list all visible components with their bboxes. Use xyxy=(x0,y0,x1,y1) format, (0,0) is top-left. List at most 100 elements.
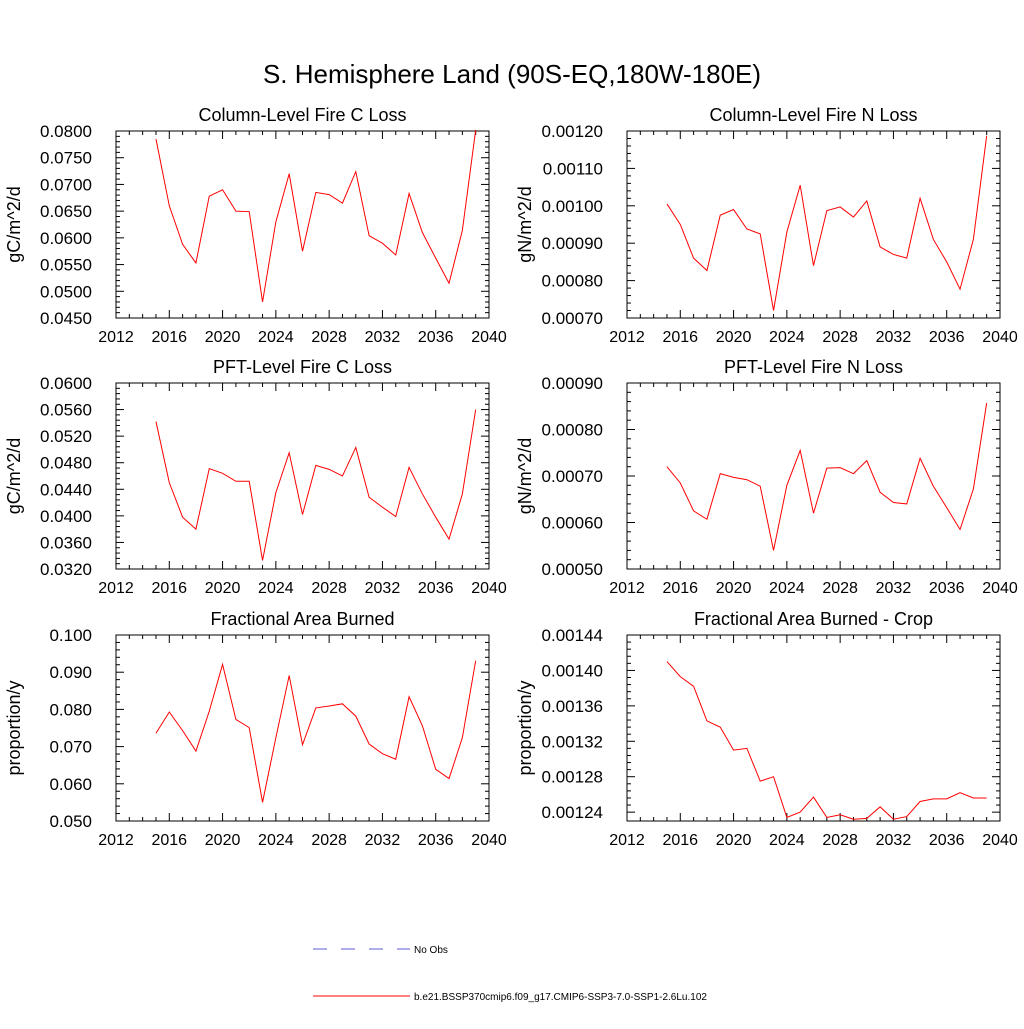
y-tick-label: 0.090 xyxy=(49,663,92,682)
x-tick-label: 2024 xyxy=(258,832,294,849)
x-tick-label: 2036 xyxy=(929,580,965,597)
y-tick-label: 0.00100 xyxy=(542,197,603,216)
x-tick-label: 2012 xyxy=(609,832,645,849)
y-axis-label: gN/m^2/d xyxy=(515,186,535,262)
y-axis-label: proportion/y xyxy=(4,680,24,775)
panel-title: Column-Level Fire N Loss xyxy=(709,105,917,125)
y-tick-label: 0.080 xyxy=(49,700,92,719)
chart-panel-1: Column-Level Fire C Loss 2012 2016 2020 2024… xyxy=(4,105,507,346)
x-tick-label: 2040 xyxy=(982,329,1018,346)
y-tick-label: 0.00110 xyxy=(543,159,603,178)
y-tick-label: 0.00140 xyxy=(542,661,603,680)
plot-frame xyxy=(626,634,1001,822)
x-tick-label: 2012 xyxy=(98,580,134,597)
y-tick-label: 0.0360 xyxy=(40,533,92,552)
figure-title: S. Hemisphere Land (90S-EQ,180W-180E) xyxy=(263,59,761,89)
x-tick-label: 2028 xyxy=(822,329,858,346)
x-tick-label: 2016 xyxy=(662,329,698,346)
x-tick-label: 2032 xyxy=(876,580,912,597)
panel-title: Column-Level Fire C Loss xyxy=(198,105,406,125)
x-tick-label: 2012 xyxy=(609,329,645,346)
data-series-line xyxy=(155,660,477,803)
y-tick-label: 0.00070 xyxy=(542,309,603,328)
x-tick-label: 2032 xyxy=(876,832,912,849)
y-axis-label: proportion/y xyxy=(515,680,535,775)
y-tick-label: 0.100 xyxy=(49,626,92,645)
y-tick-label: 0.0480 xyxy=(40,454,92,473)
y-tick-label: 0.0800 xyxy=(40,122,92,141)
x-tick-label: 2020 xyxy=(716,580,752,597)
x-tick-label: 2036 xyxy=(418,329,454,346)
plot-frame xyxy=(115,382,490,570)
x-tick-label: 2028 xyxy=(311,580,347,597)
x-tick-label: 2016 xyxy=(151,832,187,849)
chart-panel-3: PFT-Level Fire C Loss 2012 2016 2020 2024 202… xyxy=(4,357,507,597)
x-tick-label: 2016 xyxy=(151,329,187,346)
y-tick-label: 0.00132 xyxy=(542,732,603,751)
y-tick-label: 0.070 xyxy=(49,738,92,757)
chart-panel-2: Column-Level Fire N Loss 2012 2016 2020 2024… xyxy=(515,105,1018,346)
y-tick-label: 0.0440 xyxy=(40,480,92,499)
y-tick-label: 0.0550 xyxy=(40,256,92,275)
y-tick-label: 0.00144 xyxy=(542,626,603,645)
x-tick-label: 2020 xyxy=(716,832,752,849)
y-tick-label: 0.00080 xyxy=(542,272,603,291)
y-tick-label: 0.00060 xyxy=(542,514,603,533)
x-tick-label: 2020 xyxy=(205,329,241,346)
y-axis-label: gN/m^2/d xyxy=(515,438,535,514)
x-tick-label: 2028 xyxy=(311,832,347,849)
y-tick-label: 0.00090 xyxy=(542,234,603,253)
legend-label: No Obs xyxy=(414,945,448,956)
y-axis-label: gC/m^2/d xyxy=(4,186,24,262)
plot-frame xyxy=(115,634,490,822)
x-tick-label: 2012 xyxy=(98,329,134,346)
x-tick-label: 2012 xyxy=(609,580,645,597)
x-tick-label: 2016 xyxy=(662,832,698,849)
y-tick-label: 0.0400 xyxy=(40,507,92,526)
chart-panel-6: Fractional Area Burned - Crop 2012 2016 202… xyxy=(515,609,1018,849)
y-tick-label: 0.060 xyxy=(49,775,92,794)
y-tick-label: 0.0700 xyxy=(40,175,92,194)
y-tick-label: 0.0650 xyxy=(40,202,92,221)
y-tick-label: 0.00070 xyxy=(542,467,603,486)
x-tick-label: 2028 xyxy=(822,580,858,597)
x-tick-label: 2020 xyxy=(205,580,241,597)
x-tick-label: 2040 xyxy=(471,329,507,346)
x-tick-label: 2020 xyxy=(716,329,752,346)
x-tick-label: 2024 xyxy=(769,329,805,346)
y-tick-label: 0.00128 xyxy=(542,768,603,787)
y-tick-label: 0.0450 xyxy=(40,309,92,328)
x-tick-label: 2024 xyxy=(769,580,805,597)
data-series-line xyxy=(666,135,988,311)
y-axis-label: gC/m^2/d xyxy=(4,438,24,514)
x-tick-label: 2012 xyxy=(98,832,134,849)
x-tick-label: 2028 xyxy=(822,832,858,849)
x-tick-label: 2032 xyxy=(365,832,401,849)
panel-title: Fractional Area Burned - Crop xyxy=(694,609,933,629)
y-tick-label: 0.00124 xyxy=(542,803,603,822)
x-tick-label: 2024 xyxy=(769,832,805,849)
y-tick-label: 0.00050 xyxy=(542,560,603,579)
x-tick-label: 2016 xyxy=(151,580,187,597)
plot-frame xyxy=(115,130,490,319)
panel-title: PFT-Level Fire C Loss xyxy=(213,357,392,377)
x-tick-label: 2032 xyxy=(365,329,401,346)
data-series-line xyxy=(666,661,987,820)
y-tick-label: 0.00136 xyxy=(542,697,603,716)
x-tick-label: 2020 xyxy=(205,832,241,849)
y-tick-label: 0.0750 xyxy=(40,149,92,168)
y-tick-label: 0.0600 xyxy=(40,374,92,393)
x-tick-label: 2032 xyxy=(365,580,401,597)
y-tick-label: 0.0520 xyxy=(40,427,92,446)
panel-title: Fractional Area Burned xyxy=(210,609,394,629)
x-tick-label: 2036 xyxy=(418,580,454,597)
data-series-line xyxy=(155,129,477,303)
x-tick-label: 2016 xyxy=(662,580,698,597)
data-series-line xyxy=(155,409,477,561)
y-tick-label: 0.0560 xyxy=(40,401,92,420)
chart-panel-5: Fractional Area Burned 2012 2016 2020 2024 20… xyxy=(4,609,507,849)
x-tick-label: 2040 xyxy=(982,832,1018,849)
x-tick-label: 2036 xyxy=(929,329,965,346)
